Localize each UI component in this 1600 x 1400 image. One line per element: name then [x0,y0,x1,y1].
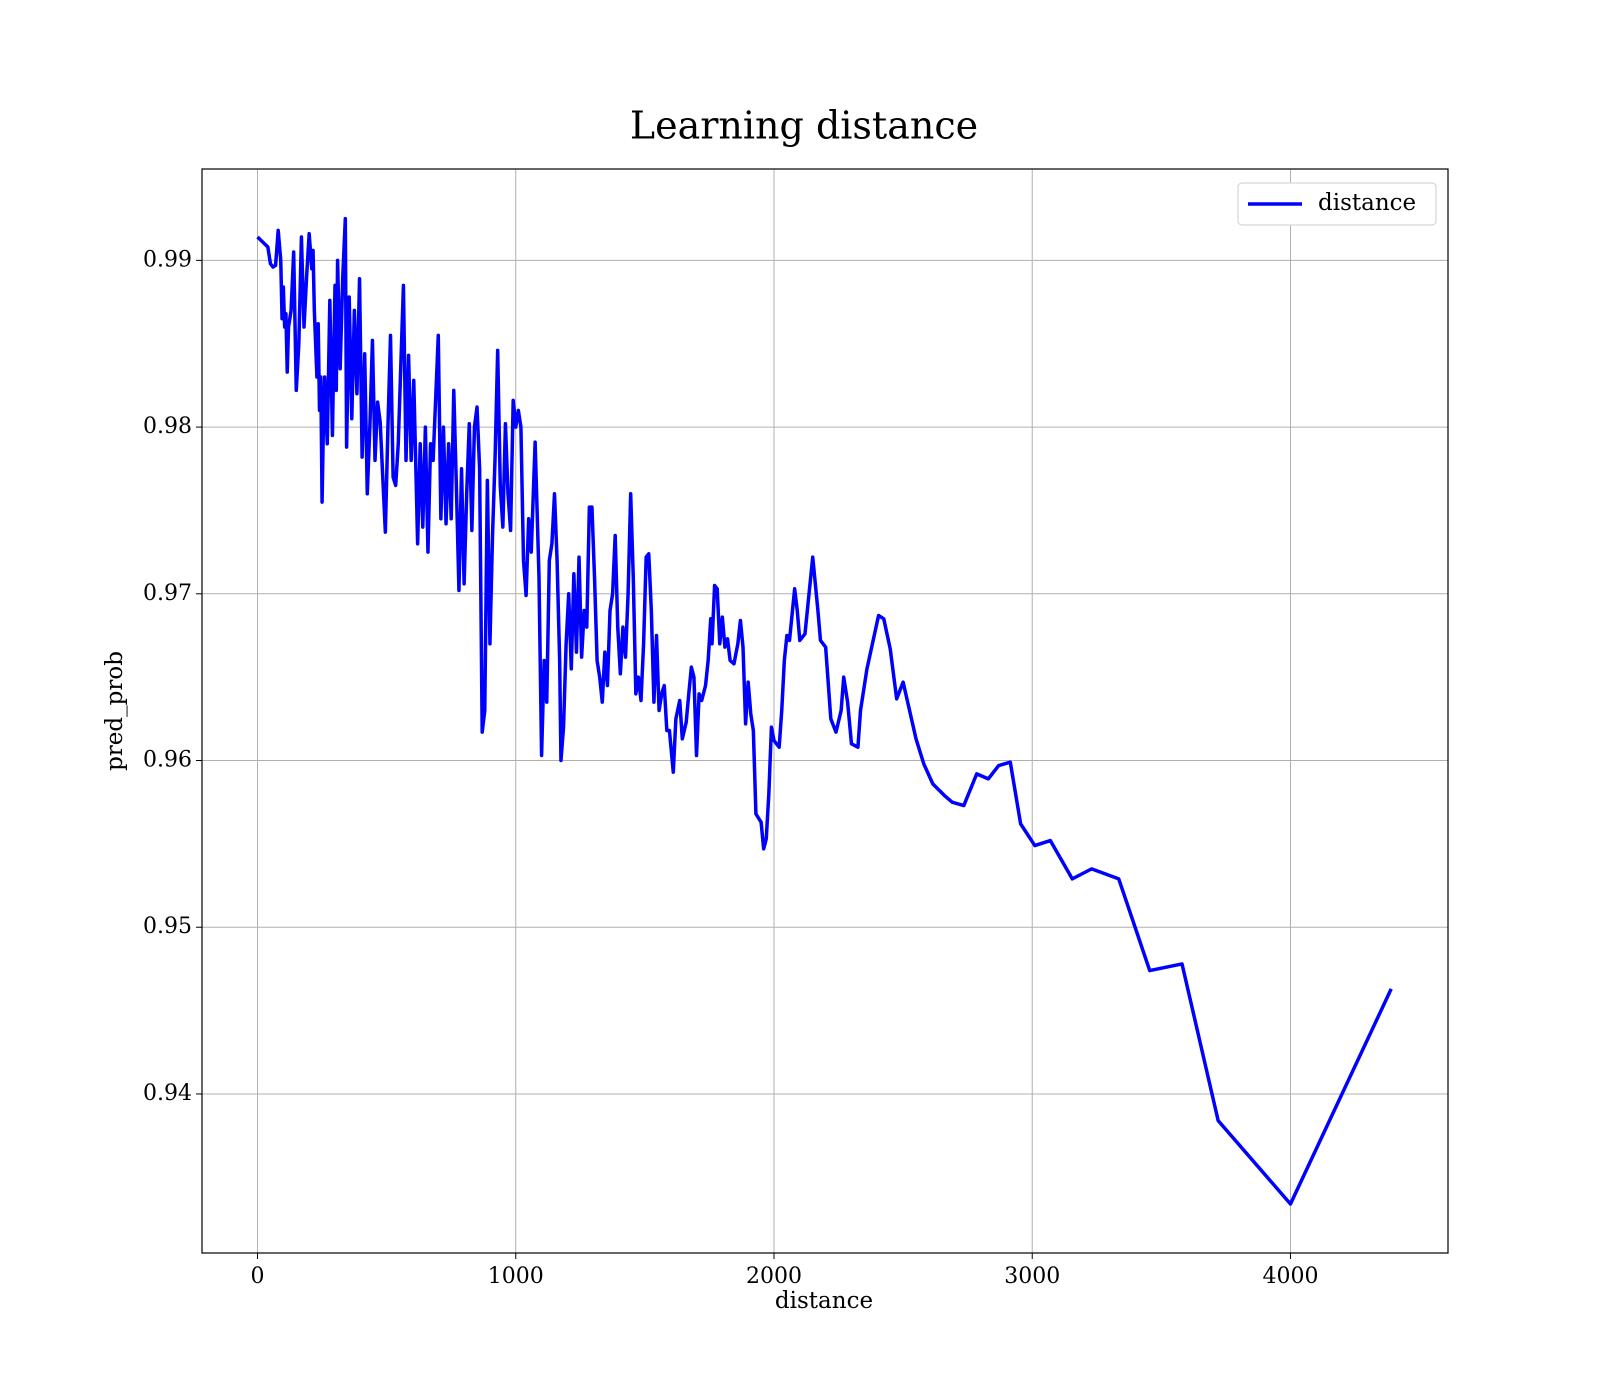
x-tick-label: 3000 [1004,1264,1060,1289]
y-tick-label: 0.96 [143,748,192,773]
x-tick-label: 2000 [746,1264,802,1289]
plot-frame [201,168,1449,1254]
x-tick-label: 1000 [488,1264,544,1289]
x-axis-label: distance [775,1288,873,1314]
y-tick-label: 0.95 [143,914,192,939]
chart-title: Learning distance [630,104,978,148]
y-tick-label: 0.99 [143,247,192,272]
data-line [256,216,1393,1206]
legend-box [1237,182,1437,226]
y-tick-label: 0.98 [143,414,192,439]
x-tick-label: 4000 [1262,1264,1318,1289]
x-tick-label: 0 [251,1264,265,1289]
y-axis-label: pred_prob [102,651,128,771]
y-tick-label: 0.97 [143,581,192,606]
legend-label: distance [1318,190,1416,216]
y-tick-label: 0.94 [143,1081,192,1106]
